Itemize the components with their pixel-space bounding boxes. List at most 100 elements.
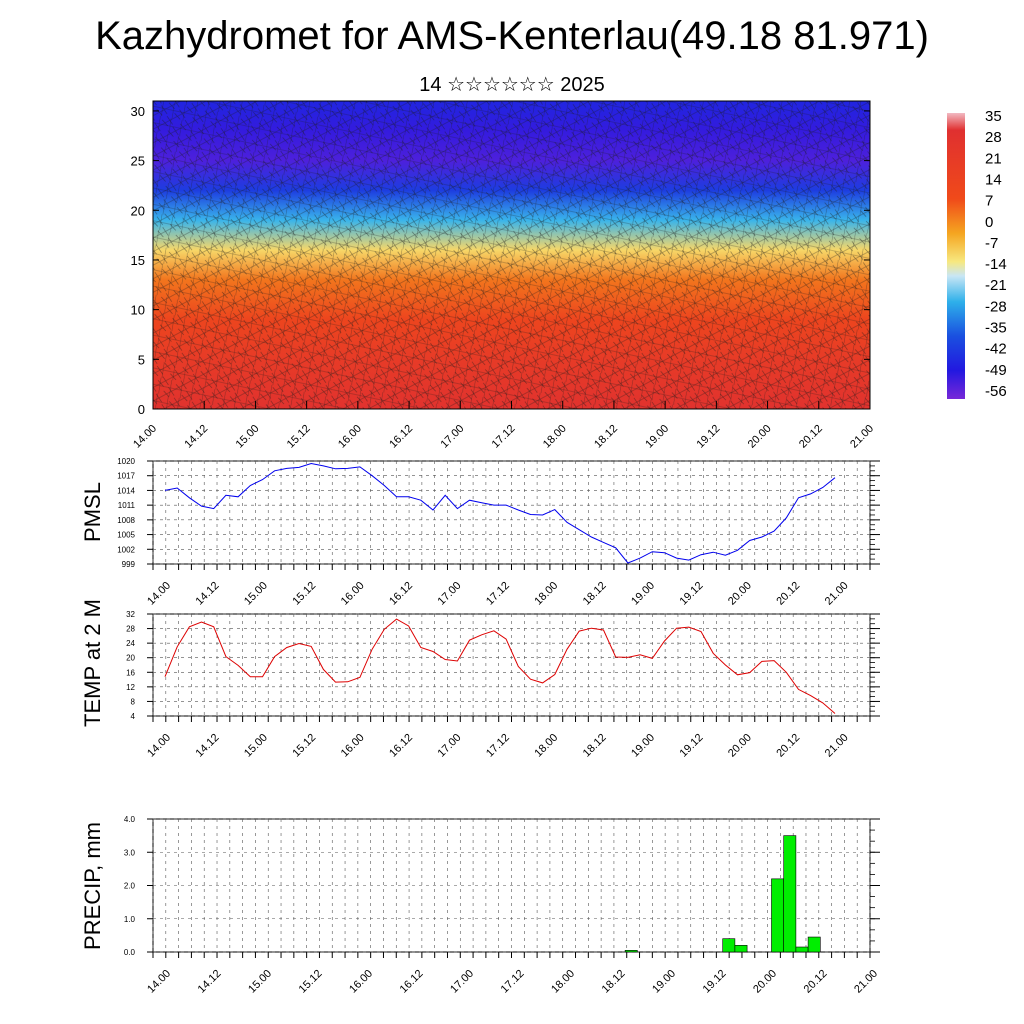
colorbar-label: -21 [985, 277, 1007, 294]
x-tick-label: 15.00 [234, 423, 262, 451]
x-tick-label: 18.12 [600, 968, 628, 996]
y-tick-label: 8 [131, 697, 136, 706]
x-tick-label: 20.00 [726, 732, 754, 760]
x-tick-label: 14.12 [182, 423, 210, 451]
x-tick-label: 15.12 [285, 423, 313, 451]
y-tick-label: 1.0 [124, 915, 136, 924]
x-tick-label: 17.00 [436, 732, 464, 760]
y-tick-label: 1005 [117, 531, 135, 540]
y-tick-label: 1020 [117, 457, 135, 466]
colorbar-label: 0 [985, 214, 993, 231]
y-tick-label: 12 [126, 683, 135, 692]
heatmap-panel: 0 5 10 15 20 25 30 14.00 14.12 15.00 15.12 16.00 16… [131, 100, 876, 451]
temp-y-axis-label: TEMP at 2 M [80, 599, 105, 727]
x-tick-label: 20.00 [746, 423, 774, 451]
x-tick-label: 19.12 [701, 968, 729, 996]
x-tick-label: 17.12 [484, 732, 512, 760]
y-tick-label: 32 [126, 610, 135, 619]
chart-subtitle: 14 ☆☆☆☆☆☆ 2025 [419, 74, 605, 96]
y-tick-label: 20 [126, 654, 135, 663]
colorbar-label: 7 [985, 193, 993, 210]
x-tick-label: 19.12 [678, 580, 706, 608]
precip-bar [722, 938, 736, 953]
x-tick-label: 18.00 [532, 580, 560, 608]
x-tick-label: 21.00 [852, 968, 880, 996]
x-tick-label: 19.00 [643, 423, 671, 451]
colorbar-label: -42 [985, 341, 1007, 358]
x-tick-label: 16.00 [347, 968, 375, 996]
colorbar-label: 35 [985, 108, 1002, 125]
x-tick-label: 14.12 [194, 580, 222, 608]
x-tick-label: 17.12 [499, 968, 527, 996]
x-tick-label: 19.00 [650, 968, 678, 996]
colorbar-label: -35 [985, 320, 1007, 337]
x-tick-label: 18.12 [581, 580, 609, 608]
precip-bar [771, 878, 784, 953]
x-tick-label: 15.12 [290, 580, 318, 608]
x-tick-label: 19.00 [629, 732, 657, 760]
x-tick-label: 21.00 [848, 423, 876, 451]
x-tick-label: 20.12 [797, 423, 825, 451]
x-tick-label: 18.12 [581, 732, 609, 760]
x-tick-label: 14.12 [196, 968, 224, 996]
y-tick-label: 20 [131, 203, 145, 218]
x-tick-label: 17.00 [436, 580, 464, 608]
x-tick-label: 14.00 [131, 423, 159, 451]
x-tick-label: 14.00 [145, 580, 173, 608]
y-tick-label: 3.0 [124, 848, 136, 857]
colorbar-labels: 35 28 21 14 7 0 -7 -14 -21 -28 -35 -42 -49 -56 [985, 108, 1007, 400]
y-tick-label: 25 [131, 154, 145, 169]
x-tick-label: 16.12 [387, 732, 415, 760]
x-tick-label: 18.00 [541, 423, 569, 451]
precip-bar [795, 946, 809, 953]
x-tick-label: 21.00 [823, 732, 851, 760]
x-tick-label: 16.12 [398, 968, 426, 996]
x-tick-label: 18.00 [532, 732, 560, 760]
colorbar-label: -7 [985, 235, 998, 252]
y-tick-label: 999 [122, 560, 136, 569]
x-tick-label: 14.12 [194, 732, 222, 760]
x-tick-label: 15.12 [297, 968, 325, 996]
x-tick-label: 15.12 [290, 732, 318, 760]
precip-x-axis: 14.00 14.12 15.00 15.12 16.00 16.12 17.00 17.12… [145, 952, 880, 996]
pmsl-x-axis: 14.00 14.12 15.00 15.12 16.00 16.12 17.00 17.12… [145, 564, 871, 608]
y-tick-label: 4.0 [124, 815, 136, 824]
temp-grid [152, 613, 871, 717]
x-tick-label: 18.12 [592, 423, 620, 451]
temp-x-axis: 14.00 14.12 15.00 15.12 16.00 16.12 17.00 17.12… [145, 716, 871, 760]
x-tick-label: 20.12 [774, 580, 802, 608]
colorbar-label: -14 [985, 256, 1007, 273]
x-tick-label: 20.00 [751, 968, 779, 996]
precip-y-axis-label: PRECIP, mm [80, 822, 105, 950]
temp-panel: 4 8 12 16 20 24 28 32 14.00 14.12 15.00 15.12 16.00… [80, 599, 880, 760]
x-tick-label: 16.00 [339, 732, 367, 760]
colorbar-label: 14 [985, 171, 1002, 188]
precip-bar [807, 936, 821, 953]
x-tick-label: 18.00 [549, 968, 577, 996]
x-tick-label: 15.00 [242, 732, 270, 760]
temp-series-line [164, 618, 836, 714]
colorbar-gradient [947, 113, 965, 399]
y-tick-label: 0.0 [124, 948, 136, 957]
x-tick-label: 20.12 [774, 732, 802, 760]
colorbar: 35 28 21 14 7 0 -7 -14 -21 -28 -35 -42 -49 -56 [947, 108, 1007, 400]
x-tick-label: 20.00 [726, 580, 754, 608]
y-tick-label: 28 [126, 625, 135, 634]
x-tick-label: 17.00 [448, 968, 476, 996]
y-tick-label: 1008 [117, 516, 135, 525]
precip-y-axis: 0.0 1.0 2.0 3.0 4.0 [124, 815, 880, 957]
x-tick-label: 20.12 [802, 968, 830, 996]
y-tick-label: 16 [126, 668, 135, 677]
x-tick-label: 19.12 [678, 732, 706, 760]
x-tick-label: 19.00 [629, 580, 657, 608]
x-tick-label: 16.12 [387, 423, 415, 451]
x-tick-label: 16.12 [387, 580, 415, 608]
precip-panel: 0.0 1.0 2.0 3.0 4.0 14.00 14.12 15.00 15.12 16.0… [80, 815, 880, 996]
precip-bar [624, 950, 638, 953]
precip-bar [783, 835, 797, 953]
y-tick-label: 5 [138, 352, 145, 367]
x-tick-label: 16.00 [339, 580, 367, 608]
colorbar-label: -56 [985, 383, 1007, 400]
x-tick-label: 15.00 [242, 580, 270, 608]
